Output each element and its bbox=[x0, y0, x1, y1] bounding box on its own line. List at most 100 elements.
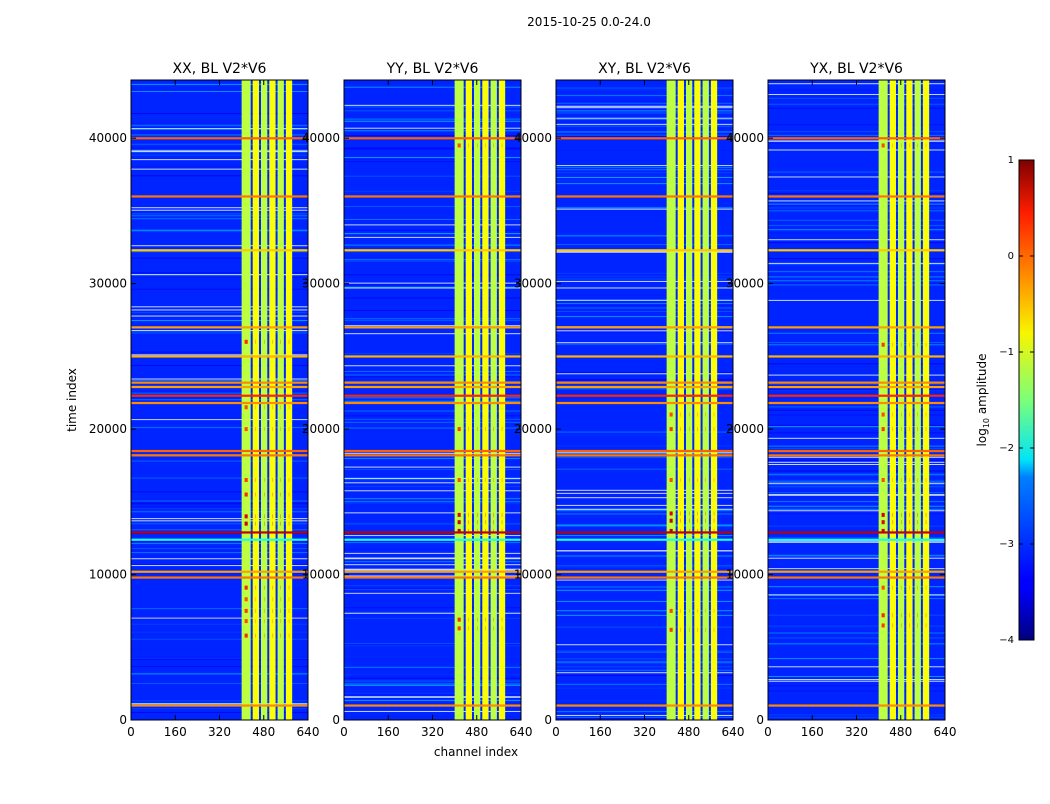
channel-band bbox=[261, 80, 267, 720]
hot-row bbox=[768, 402, 945, 404]
figure-suptitle: 2015-10-25 0.0-24.0 bbox=[527, 15, 651, 29]
band-hotspot bbox=[458, 478, 461, 482]
hot-row bbox=[131, 355, 308, 357]
hot-row bbox=[768, 704, 945, 706]
y-tick-label: 0 bbox=[119, 713, 127, 727]
x-tick-label: 0 bbox=[552, 725, 560, 739]
band-hotspot bbox=[458, 520, 461, 524]
hot-row bbox=[131, 454, 308, 456]
x-tick-label: 320 bbox=[845, 725, 868, 739]
channel-band bbox=[242, 80, 251, 720]
hot-row bbox=[131, 326, 308, 328]
band-hotspot bbox=[882, 343, 885, 347]
hot-row bbox=[768, 386, 945, 388]
band-hotspot bbox=[458, 513, 461, 517]
y-tick-label: 10000 bbox=[302, 568, 340, 582]
band-hotspot bbox=[882, 520, 885, 524]
y-tick-label: 0 bbox=[544, 713, 552, 727]
hot-row bbox=[768, 450, 945, 452]
band-hotspot bbox=[882, 413, 885, 417]
band-hotspot bbox=[670, 478, 673, 482]
hot-row bbox=[768, 571, 945, 573]
hot-row bbox=[131, 576, 308, 578]
channel-band bbox=[278, 80, 284, 720]
hot-row bbox=[131, 571, 308, 573]
colorbar-gradient bbox=[1019, 160, 1034, 640]
hot-row bbox=[556, 539, 733, 541]
x-tick-label: 160 bbox=[377, 725, 400, 739]
hot-row bbox=[768, 576, 945, 578]
hot-row bbox=[131, 704, 308, 706]
hot-row bbox=[768, 395, 945, 397]
hot-row bbox=[131, 539, 308, 541]
y-tick-label: 10000 bbox=[726, 568, 764, 582]
x-tick-label: 160 bbox=[164, 725, 187, 739]
hot-row bbox=[344, 249, 521, 251]
hot-row bbox=[344, 395, 521, 397]
hot-row bbox=[768, 137, 945, 139]
band-hotspot bbox=[245, 597, 248, 601]
channel-band bbox=[678, 80, 684, 720]
band-hotspot bbox=[458, 618, 461, 622]
channel-band bbox=[686, 80, 692, 720]
band-hotspot bbox=[882, 143, 885, 147]
hot-row bbox=[344, 382, 521, 384]
y-tick-label: 30000 bbox=[302, 277, 340, 291]
hot-row bbox=[131, 249, 308, 251]
panel-title: XY, BL V2*V6 bbox=[598, 61, 691, 77]
band-hotspot bbox=[245, 619, 248, 623]
colorbar-tick-label: −3 bbox=[999, 539, 1014, 550]
y-tick-label: 40000 bbox=[726, 131, 764, 145]
x-tick-label: 640 bbox=[297, 725, 320, 739]
hot-row bbox=[344, 576, 521, 578]
hot-row bbox=[556, 355, 733, 357]
x-tick-label: 0 bbox=[764, 725, 772, 739]
band-hotspot bbox=[245, 609, 248, 613]
channel-band bbox=[711, 80, 717, 720]
band-hotspot bbox=[670, 413, 673, 417]
hot-row bbox=[344, 531, 521, 533]
band-hotspot bbox=[882, 478, 885, 482]
channel-band bbox=[286, 80, 292, 720]
panel-title: YY, BL V2*V6 bbox=[386, 61, 479, 77]
x-tick-label: 320 bbox=[421, 725, 444, 739]
hot-row bbox=[344, 454, 521, 456]
hot-row bbox=[344, 195, 521, 197]
channel-band bbox=[455, 80, 464, 720]
hot-row bbox=[131, 386, 308, 388]
x-tick-label: 480 bbox=[465, 725, 488, 739]
hot-row bbox=[768, 355, 945, 357]
channel-band bbox=[491, 80, 497, 720]
hot-row bbox=[344, 386, 521, 388]
band-hotspot bbox=[882, 613, 885, 617]
band-hotspot bbox=[245, 340, 248, 344]
x-tick-label: 160 bbox=[589, 725, 612, 739]
band-hotspot bbox=[670, 609, 673, 613]
hot-row bbox=[556, 576, 733, 578]
x-axis-label: channel index bbox=[434, 745, 518, 759]
colorbar-tick-label: 1 bbox=[1008, 155, 1014, 166]
colorbar-tick-label: −2 bbox=[999, 443, 1014, 454]
hot-row bbox=[768, 326, 945, 328]
x-tick-label: 320 bbox=[208, 725, 231, 739]
hot-row bbox=[556, 395, 733, 397]
band-hotspot bbox=[882, 623, 885, 627]
band-hotspot bbox=[458, 143, 461, 147]
x-tick-label: 480 bbox=[252, 725, 275, 739]
x-tick-label: 640 bbox=[934, 725, 957, 739]
colorbar: −4−3−2−101 log10 amplitude bbox=[975, 155, 1034, 646]
band-hotspot bbox=[245, 493, 248, 497]
band-hotspot bbox=[458, 427, 461, 431]
hot-row bbox=[131, 382, 308, 384]
band-hotspot bbox=[245, 522, 248, 526]
hot-row bbox=[131, 402, 308, 404]
y-tick-label: 30000 bbox=[726, 277, 764, 291]
y-tick-label: 20000 bbox=[514, 422, 552, 436]
panel-title: YX, BL V2*V6 bbox=[809, 61, 903, 77]
channel-band bbox=[667, 80, 676, 720]
